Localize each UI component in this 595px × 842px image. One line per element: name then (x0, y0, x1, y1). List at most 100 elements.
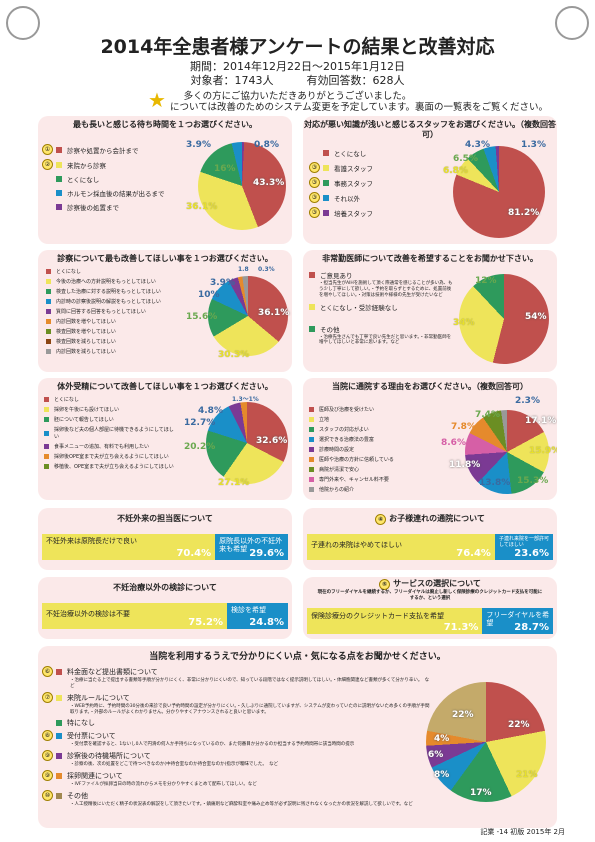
legend-item: 専門外来や、キャンセル料不要 (309, 476, 449, 483)
panel-title: 不妊治療以外の検診について (113, 583, 217, 592)
legend-item: 内診回数を減らしてほしい (46, 348, 161, 355)
legend-item: ⑩ その他 ・人工授精後にいただく精子の状況表の解説をして頂きたいです。・鎮痛剤など… (42, 790, 432, 808)
legend-item: ③ 看護スタッフ (309, 162, 373, 173)
pie-label: 1.8 (238, 266, 249, 273)
pie-label: 36.1% (258, 308, 290, 318)
panel-staff: 対応が悪い知識が浅いと感じるスタッフをお選びください。（複数回答可） とくになし… (303, 116, 557, 244)
star-note: については改善のためのシステム変更を予定しています。裏面の一覧表をご覧ください。 (170, 102, 549, 113)
legend-item: 病院が清潔で安心 (309, 466, 449, 473)
bar-segment: 検診を希望 24.8% (226, 603, 288, 629)
survey-period: 期間：2014年12月22日～2015年1月12日 (190, 60, 405, 73)
legend-item: ⑦ 来院ルールについて ・WEB予約時に、予約時間の30分後の来診で良い予約時間の設… (42, 692, 432, 716)
panel-title: ④ お子様連れの通院について (303, 508, 557, 525)
pie-label: 1.3% (521, 140, 546, 150)
pie-label: 6% (428, 750, 444, 760)
legend-item: 立地 (309, 416, 449, 423)
legend-item: 検査回数を増やしてほしい (46, 328, 161, 335)
pie-label: 7.8% (451, 422, 476, 432)
bar-segment: 不妊外来は原院長だけで良い 70.4% (42, 534, 216, 560)
corner-ornament-left (6, 6, 40, 40)
legend: ご意見あり ・担当先生がAIHを施術して頂く際通常を感じることが多い為、もう少し… (309, 270, 454, 346)
legend-item: 採卵後OPE室まで夫が立ち会えるようにしてほしい (44, 453, 174, 460)
legend-item: 診療時間の設定 (309, 446, 449, 453)
pie-label: 12.7% (184, 418, 216, 428)
legend-item: その他 (309, 324, 454, 334)
pie-label: 17.1% (525, 416, 557, 426)
legend-item: ③ 事務スタッフ (309, 177, 373, 188)
pie-chart (459, 274, 549, 364)
legend-item: 採卵後など夫の個人部屋に待機できるようにしてほしい (44, 426, 174, 440)
legend: とくになし 今後の治療への方針説明をもっとしてほしい 検査した治療に対する説明を… (46, 268, 161, 358)
legend-item: とくになし (46, 268, 161, 275)
pie-label: 15.6% (186, 312, 218, 322)
legend: とくになし 採卵を午後にも設けてほしい 胚について報告してほしい 採卵後など夫の… (44, 396, 174, 473)
panel-children: ④ お子様連れの通院について 子連れの来院はやめてほしい 76.4% 子連れ来院を一… (303, 508, 557, 570)
panel-title: 診察について最も改善してほしい事を１つお選びください。 (57, 254, 273, 263)
legend: ① 診察や処置から会計まで ② 来院から診察 とくになし ホルモン採血後の結果が出る… (42, 144, 165, 216)
legend-item: ⑨ 採卵関連について ・IVFファイルが採卵当日の時の流れからメモを分かりやすくまと… (42, 770, 432, 788)
panel-title: 非常勤医師について改善を希望することをお聞かせ下さい。 (322, 254, 538, 263)
legend-item: ③ 培養スタッフ (309, 207, 373, 218)
panel-wait-time: 最も長いと感じる待ち時間を１つお選びください。 ① 診察や処置から会計まで ② 来院… (38, 116, 292, 244)
legend-item: ホルモン採血後の結果が出るまで (56, 188, 165, 198)
panel-title: 不妊外来の担当医について (117, 514, 213, 523)
pie-label: 22% (508, 720, 530, 730)
legend-item: 医師や治療の方針に信頼している (309, 456, 449, 463)
panel-exam: 診察について最も改善してほしい事を１つお選びください。 とくになし 今後の治療へ… (38, 250, 292, 372)
legend-item: 特になし (42, 718, 432, 728)
legend-item: ⑥ 料金面など提出書類について ・治療に当たる上で提出する書類等手順が分かりにくく、… (42, 666, 432, 690)
pie-label: 34% (453, 318, 475, 328)
pie-label: 6.5% (453, 154, 478, 164)
bar-segment: 子連れの来院はやめてほしい 76.4% (307, 534, 495, 560)
pie-label: 1.3～1% (232, 396, 259, 403)
legend-item: 今後の治療への方針説明をもっとしてほしい (46, 278, 161, 285)
pie-label: 3.9% (186, 140, 211, 150)
legend-item: 内診時の診察後説明の解説をもっとしてほしい (46, 298, 161, 305)
legend-item: 医師及び治療を受けたい (309, 406, 449, 413)
pie-chart (208, 276, 288, 356)
footer-note: 記業 -14 初版 2015年 2月 (480, 828, 565, 836)
legend-item: とくになし (44, 396, 174, 403)
panel-title: 体外受精について改善してほしい事を１つお選びください。 (57, 382, 273, 391)
pie-label: 30.3% (218, 350, 250, 360)
pie-label: 11.8% (449, 460, 481, 470)
legend-item: 他院からの紹介 (309, 486, 449, 493)
pie-label: 32.6% (256, 436, 288, 446)
legend-item: 検査した治療に対する説明をもっとしてほしい (46, 288, 161, 295)
pie-label: 36.1% (186, 202, 218, 212)
pie-label: 27.1% (218, 478, 250, 488)
pie-label: 20.2% (184, 442, 216, 452)
panel-reasons: 当院に通院する理由をお選びください。（複数回答可） 医師及び治療を受けたい 立地… (303, 378, 557, 500)
legend-item: 胚について報告してほしい (44, 416, 174, 423)
pie-label: 13.8% (479, 478, 511, 488)
pie-label: 7.4% (475, 410, 500, 420)
panel-attending-doctor: 不妊外来の担当医について 不妊外来は原院長だけで良い 70.4% 原院長以外の不妊… (38, 508, 292, 570)
bar-segment: 原院長以外の不妊外来も希望 29.6% (215, 534, 288, 560)
star-icon: ★ (148, 88, 166, 112)
pie-label: 54% (525, 312, 547, 322)
legend-item: 診察後の処置まで (56, 202, 165, 212)
bar-chart: 保険診療分のクレジットカード支払を希望 71.3% フリーダイヤルを希望 28.7% (307, 608, 553, 634)
legend-item: 内診回数を増やしてほしい (46, 318, 161, 325)
pie-label: 10% (198, 290, 220, 300)
legend: とくになし ③ 看護スタッフ ③ 事務スタッフ ③ それ以外 ③ 培養スタッフ (309, 148, 373, 222)
pie-chart (206, 402, 288, 484)
legend-item: ② 来院から診察 (42, 159, 165, 170)
pie-label: 4.8% (198, 406, 223, 416)
pie-label: 8.6% (441, 438, 466, 448)
legend-item: ③ それ以外 (309, 192, 373, 203)
pie-chart (198, 142, 286, 230)
bar-segment: 子連れ来院を一部許可してほしい 23.6% (494, 534, 553, 560)
pie-chart (465, 410, 549, 494)
panel-checkups: 不妊治療以外の検診について 不妊治療以外の検診は不要 75.2% 検診を希望 24.… (38, 577, 292, 639)
legend-item: 検査回数を減らしてほしい (46, 338, 161, 345)
page-title: 2014年全患者様アンケートの結果と改善対応 (100, 36, 495, 58)
corner-ornament-right (555, 6, 589, 40)
pie-label: 6.8% (443, 166, 468, 176)
legend: ⑥ 料金面など提出書類について ・治療に当たる上で提出する書類等手順が分かりにくく、… (42, 666, 432, 811)
legend-item: 選択できる治療法の豊富 (309, 436, 449, 443)
legend-item: とくになし (323, 148, 373, 158)
pie-label: 12% (475, 276, 497, 286)
legend-item: ⑧ 受付票について ・受付票を確認すると、1ないし0人で円滑の何人か手持ちになってい… (42, 730, 432, 748)
pie-label: 16% (214, 164, 236, 174)
